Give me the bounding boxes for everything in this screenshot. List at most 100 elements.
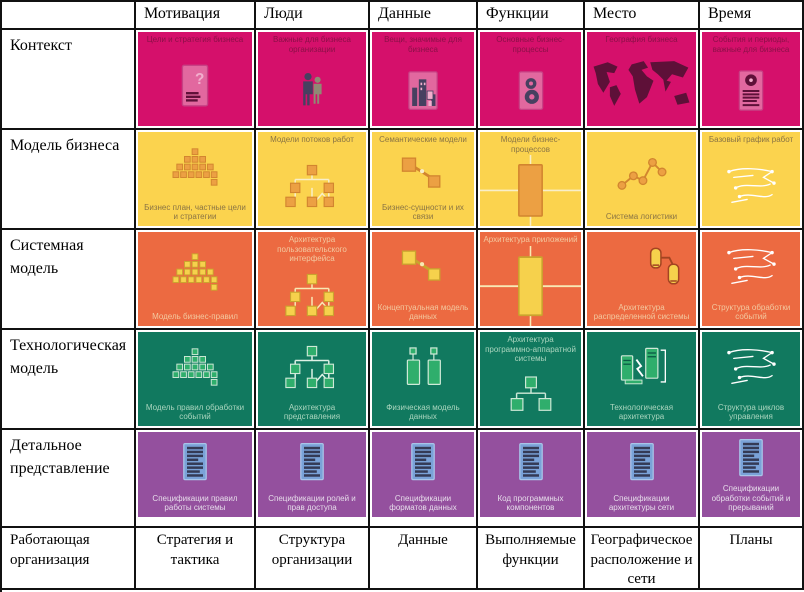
footer-cell-label: Выполняемые функции	[485, 532, 576, 568]
cell-bottom-label: Архитектура распределенной системы	[593, 302, 690, 322]
matrix-block: Вещи, значимые для бизнеса	[372, 32, 474, 126]
buildings-icon	[372, 55, 474, 126]
cell-bottom-label: Модель бизнес-правил	[152, 312, 238, 322]
cell-bottom-label: Спецификации обработки событий и прерыва…	[711, 484, 791, 513]
process-block-icon	[480, 155, 581, 226]
cell-bottom-label: Система логистики	[605, 212, 678, 222]
cell-top-label: Вещи, значимые для бизнеса	[384, 35, 462, 54]
matrix-block: Физическая модель данных	[372, 332, 474, 426]
column-header-label: Место	[593, 5, 637, 22]
spec-document-icon	[480, 432, 581, 493]
row-header-working-organization: Работающая организация	[2, 528, 136, 590]
pyramid-icon	[138, 132, 252, 202]
svg-text:?: ?	[195, 71, 204, 88]
matrix-block: Структура циклов управления	[702, 332, 800, 426]
footer-cell-data: Данные	[370, 528, 478, 590]
cell-top-label: Архитектура программно-аппаратной систем…	[485, 335, 576, 364]
matrix-cell-detailed-representation-people: Спецификации ролей и прав доступа	[256, 430, 370, 528]
matrix-cell-detailed-representation-data: Спецификации форматов данных	[370, 430, 478, 528]
matrix-cell-technology-model-motivation: Модель правил обработки событий	[136, 330, 256, 430]
matrix-cell-context-place: География бизнеса	[585, 30, 700, 130]
matrix-block: Базовый график работ	[702, 132, 800, 226]
tree-icon	[480, 365, 581, 426]
matrix-block: Модели бизнес-процессов	[480, 132, 581, 226]
matrix-block: Спецификации архитектуры сети	[587, 432, 696, 517]
matrix-block: Спецификации форматов данных	[372, 432, 474, 517]
matrix-cell-context-motivation: Цели и стратегия бизнеса ?	[136, 30, 256, 130]
spec-document-icon	[138, 432, 252, 493]
linked-entities-icon	[372, 146, 474, 202]
matrix-block: География бизнеса	[587, 32, 696, 126]
cell-bottom-label: Концептуальная модель данных	[377, 302, 469, 322]
row-header-label: Контекст	[10, 37, 72, 54]
row-header-label: Системная модель	[10, 237, 84, 278]
cell-top-label: Базовый график работ	[708, 135, 794, 144]
cell-top-label: Семантические модели	[379, 135, 467, 144]
matrix-cell-context-data: Вещи, значимые для бизнеса	[370, 30, 478, 130]
footer-cell-people: Структура организации	[256, 528, 370, 590]
matrix-cell-technology-model-time: Структура циклов управления	[700, 330, 804, 430]
matrix-cell-system-model-people: Архитектура пользовательского интерфейса	[256, 230, 370, 330]
matrix-block: Архитектура представления	[258, 332, 366, 426]
pyramid-icon	[138, 332, 252, 402]
cell-bottom-label: Спецификации форматов данных	[389, 493, 457, 513]
column-header-label: Время	[708, 5, 752, 22]
matrix-block: Код программных компонентов	[480, 432, 581, 517]
footer-cell-time: Планы	[700, 528, 804, 590]
matrix-cell-business-model-motivation: Бизнес план, частные цели и стратегии	[136, 130, 256, 230]
footer-cell-label: Данные	[398, 532, 448, 548]
matrix-block: Архитектура приложений	[480, 232, 581, 326]
gears-document-icon	[480, 55, 581, 126]
matrix-block: Семантические модели Бизнес-сущности и и…	[372, 132, 474, 226]
physical-data-icon	[372, 332, 474, 402]
matrix-cell-detailed-representation-time: Спецификации обработки событий и прерыва…	[700, 430, 804, 528]
column-header-motivation: Мотивация	[136, 2, 256, 30]
column-header-label: Люди	[264, 5, 303, 22]
org-chart-icon	[258, 146, 366, 226]
matrix-cell-system-model-time: Структура обработки событий	[700, 230, 804, 330]
matrix-block: Цели и стратегия бизнеса ?	[138, 32, 252, 126]
matrix-cell-detailed-representation-place: Спецификации архитектуры сети	[585, 430, 700, 528]
matrix-cell-business-model-data: Семантические модели Бизнес-сущности и и…	[370, 130, 478, 230]
document-clock-icon	[702, 55, 800, 126]
cell-top-label: Модели потоков работ	[270, 135, 354, 144]
cell-top-label: Основные бизнес-процессы	[496, 35, 565, 54]
network-nodes-icon	[587, 132, 696, 211]
row-header-system-model: Системная модель	[2, 230, 136, 330]
cell-bottom-label: Бизнес план, частные цели и стратегии	[144, 202, 246, 222]
footer-cell-motivation: Стратегия и тактика	[136, 528, 256, 590]
matrix-cell-context-functions: Основные бизнес-процессы	[478, 30, 585, 130]
corner-cell	[2, 2, 136, 30]
cell-top-label: Модели бизнес-процессов	[500, 135, 561, 154]
spec-document-icon	[702, 432, 800, 483]
row-header-technology-model: Технологическая модель	[2, 330, 136, 430]
process-block-icon	[480, 245, 581, 326]
org-chart-icon	[258, 332, 366, 402]
matrix-block: Спецификации ролей и прав доступа	[258, 432, 366, 517]
matrix-block: Спецификации обработки событий и прерыва…	[702, 432, 800, 517]
matrix-cell-context-time: События и периоды, важные для бизнеса	[700, 30, 804, 130]
matrix-cell-system-model-functions: Архитектура приложений	[478, 230, 585, 330]
footer-cell-functions: Выполняемые функции	[478, 528, 585, 590]
cell-bottom-label: Спецификации правил работы системы	[152, 493, 238, 513]
footer-cell-place: Географическое расположение и сети	[585, 528, 700, 590]
row-header-detailed-representation: Детальное представление	[2, 430, 136, 528]
linked-entities-icon	[372, 232, 474, 302]
matrix-cell-business-model-people: Модели потоков работ	[256, 130, 370, 230]
matrix-block: События и периоды, важные для бизнеса	[702, 32, 800, 126]
column-header-place: Место	[585, 2, 700, 30]
matrix-cell-context-people: Важные для бизнеса организации	[256, 30, 370, 130]
matrix-block: Спецификации правил работы системы	[138, 432, 252, 517]
spec-document-icon	[372, 432, 474, 493]
cell-bottom-label: Модель правил обработки событий	[145, 402, 245, 422]
cell-top-label: Архитектура пользовательского интерфейса	[277, 235, 347, 264]
matrix-block: Основные бизнес-процессы	[480, 32, 581, 126]
matrix-block: Модель бизнес-правил	[138, 232, 252, 326]
row-header-label: Работающая организация	[10, 532, 90, 568]
row-header-label: Детальное представление	[10, 437, 110, 478]
matrix-block: Модели потоков работ	[258, 132, 366, 226]
cell-top-label: Важные для бизнеса организации	[273, 35, 351, 54]
matrix-cell-detailed-representation-motivation: Спецификации правил работы системы	[136, 430, 256, 528]
matrix-cell-technology-model-functions: Архитектура программно-аппаратной систем…	[478, 330, 585, 430]
